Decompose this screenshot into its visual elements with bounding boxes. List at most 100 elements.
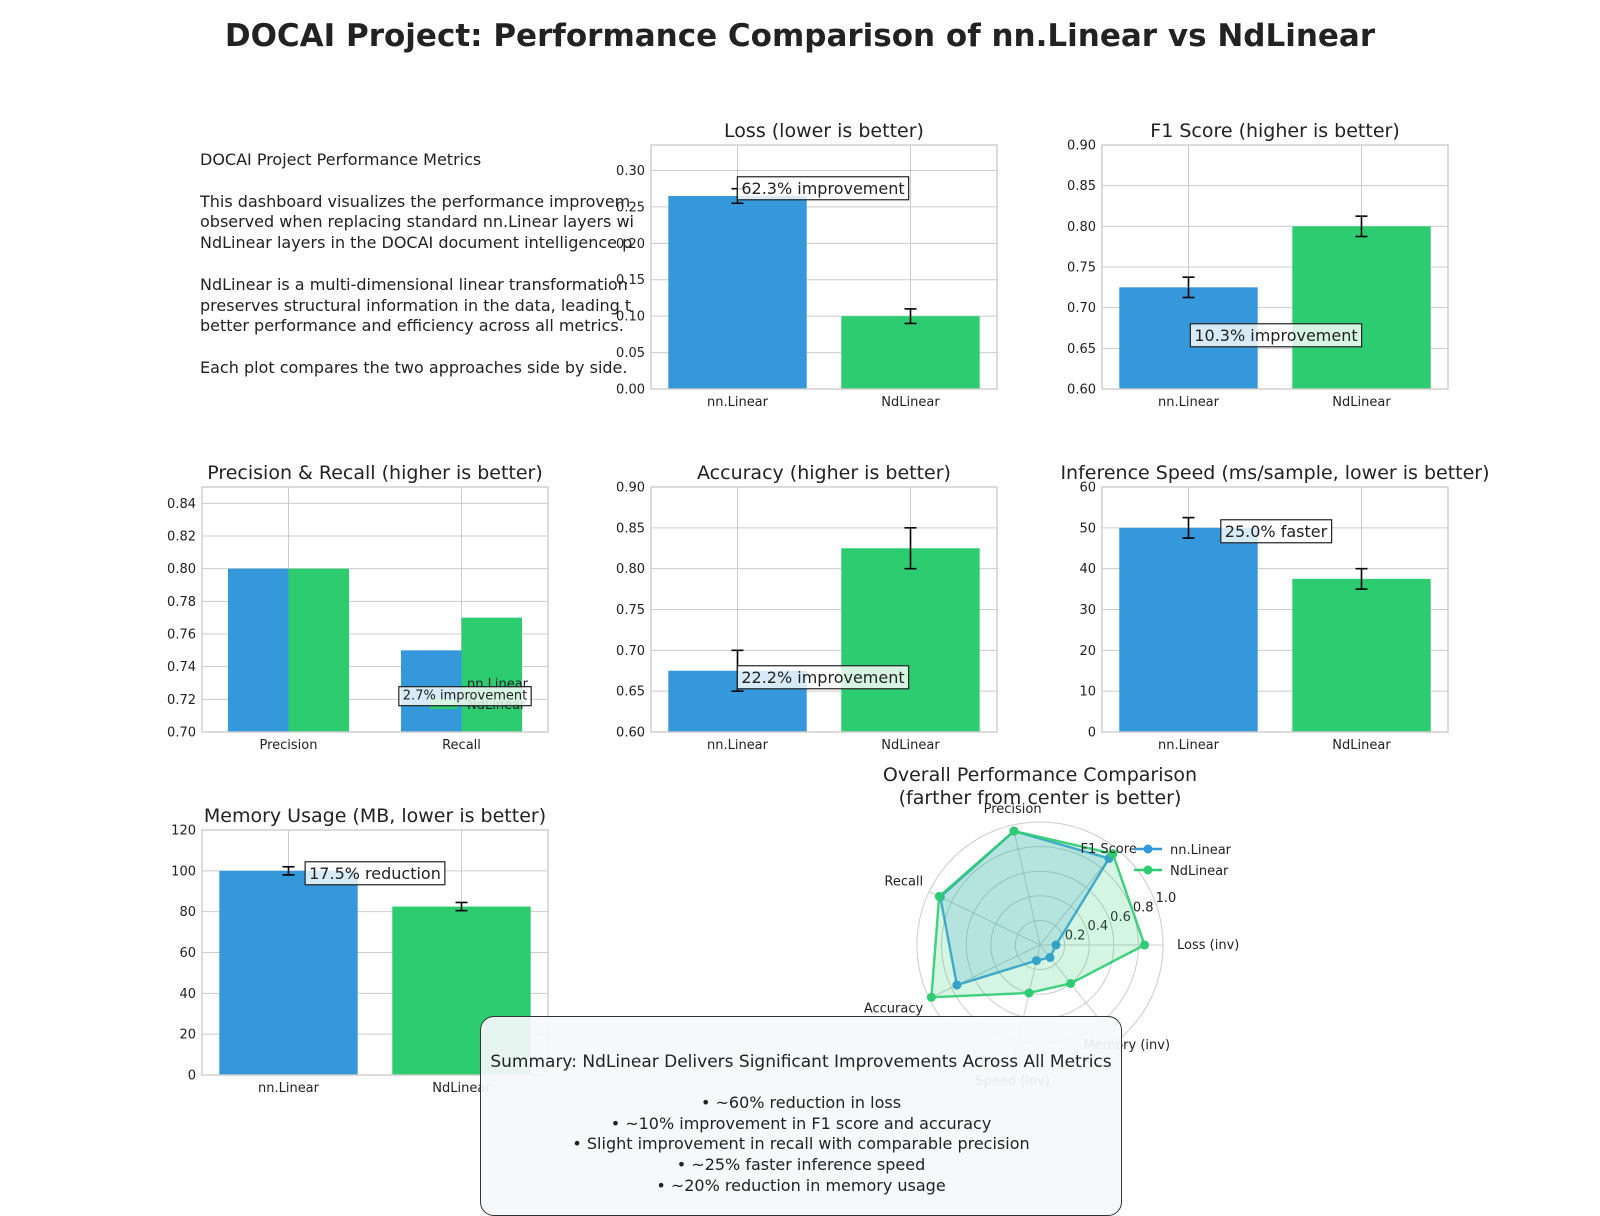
radar-point [1140,940,1150,950]
y-tick-label: 0.30 [616,164,645,179]
y-tick-label: 0.70 [616,644,645,659]
legend: nn.Linear NdLinear [1134,843,1232,879]
annotation-text: 25.0% faster [1225,522,1328,541]
radar-tick-label: 0.4 [1087,919,1108,934]
y-tick-label: 30 [1079,603,1096,618]
chart-f1: 0.60 0.65 0.70 0.75 0.80 0.85 0.90 nn.Linear NdL… [1067,120,1449,410]
y-tick-label: 20 [179,1028,196,1043]
x-tick-label: NdLinear [432,1081,491,1096]
annotation-text: 62.3% improvement [741,179,904,198]
radar-axis-label: Precision [984,802,1042,817]
x-tick-label: NdLinear [1332,738,1391,753]
y-tick-label: 0.00 [616,383,645,398]
x-tick-label: nn.Linear [1158,738,1220,753]
summary-list: • ~60% reduction in loss • ~10% improvem… [481,1093,1121,1197]
y-tick-label: 0.75 [1067,261,1096,276]
y-tick-label: 0.80 [616,562,645,577]
y-tick-label: 0.80 [167,562,196,577]
bar-ndlinear [461,617,523,732]
annotation-text: 22.2% improvement [741,668,904,687]
summary-title: Summary: NdLinear Delivers Significant I… [490,1052,1112,1072]
radar-point [926,992,936,1002]
chart-title: Precision & Recall (higher is better) [207,462,543,484]
legend-marker [1143,844,1153,854]
chart-title: Accuracy (higher is better) [697,462,951,484]
y-tick-label: 0.76 [167,628,196,643]
annotation-box [736,176,910,201]
annotation-box [304,861,446,886]
radar-tick-label: 0.6 [1110,910,1131,925]
radar-tick-label: 0.8 [1133,900,1154,915]
y-tick-label: 20 [1079,644,1096,659]
x-tick-label: nn.Linear [707,395,769,410]
radar-tick-label: 1.0 [1156,891,1177,906]
description-paragraph: This dashboard visualizes the performanc… [200,191,634,253]
error-bar [1355,567,1368,590]
plot-frame [1101,486,1449,733]
y-tick-label: 10 [1079,685,1096,700]
annotation-box [398,686,532,707]
y-tick-label: 0.15 [616,273,645,288]
bar-ndlinear [841,316,980,389]
y-tick-label: 0.05 [616,346,645,361]
bar-ndlinear [288,568,350,732]
legend-label: nn.Linear [1170,843,1232,858]
summary-item: • ~60% reduction in loss [700,1092,902,1112]
error-bar [1355,215,1368,238]
chart-title: Inference Speed (ms/sample, lower is bet… [1060,462,1489,484]
y-tick-label: 0.75 [616,603,645,618]
legend-label: NdLinear [1170,864,1229,879]
annotation-box [1189,323,1363,348]
y-tick-label: 0.72 [167,693,196,708]
annotation-text: 2.7% improvement [403,689,527,704]
x-tick-label: NdLinear [881,738,940,753]
y-tick-label: 80 [179,905,196,920]
y-tick-label: 0.10 [616,310,645,325]
error-bar [904,308,917,325]
x-tick-label: Recall [442,738,481,753]
annotation-box [736,665,910,690]
plot-frame [201,486,549,733]
bar-nn-linear [1119,527,1258,732]
plot-frame [201,829,549,1076]
description-heading: DOCAI Project Performance Metrics [200,150,482,169]
chart-memory: 0 20 40 60 80 100 120 nn.Linear NdLinear Memory U… [171,805,549,1096]
chart-radar: 0.20.40.60.81.0 Loss (inv) F1 Score Precisi… [864,764,1240,1089]
radar-tick-label: 0.2 [1065,929,1086,944]
y-tick-label: 100 [171,864,196,879]
annotation-box [1220,519,1333,544]
y-tick-label: 0 [1088,726,1096,741]
summary-item: • ~25% faster inference speed [676,1155,926,1175]
y-tick-label: 60 [179,946,196,961]
x-tick-label: NdLinear [1332,395,1391,410]
summary-item: • ~10% improvement in F1 score and accur… [610,1113,992,1133]
error-bar [455,901,468,912]
radar-point [1031,956,1041,966]
y-tick-label: 60 [1079,481,1096,496]
radar-series-ndlinear [926,826,1150,1002]
radar-point [952,980,962,990]
annotation-text: 17.5% reduction [309,864,441,883]
radar-axis-label: Loss (inv) [1177,938,1239,953]
radar-spoke [1012,824,1041,946]
bar-ndlinear [841,548,980,732]
y-tick-label: 0.80 [1067,220,1096,235]
radar-axis-label: Accuracy [864,1001,924,1016]
bar-ndlinear [1292,578,1431,732]
plot-frame [650,144,998,390]
radar-axis-label: Recall [884,875,923,890]
y-tick-label: 0.20 [616,237,645,252]
radar-point [1066,978,1076,988]
chart-loss: 0.00 0.05 0.10 0.15 0.20 0.25 0.30 nn.Linear NdL… [616,120,998,410]
y-tick-label: 0.65 [1067,342,1096,357]
y-tick-label: 0 [188,1069,196,1084]
legend-swatch [430,678,458,688]
y-tick-label: 0.85 [616,521,645,536]
y-tick-label: 0.78 [167,595,196,610]
error-bar [1182,516,1195,539]
plot-frame [1101,144,1449,390]
x-tick-label: Precision [259,738,317,753]
radar-point [1045,953,1055,963]
page-title: DOCAI Project: Performance Comparison of… [224,18,1376,54]
